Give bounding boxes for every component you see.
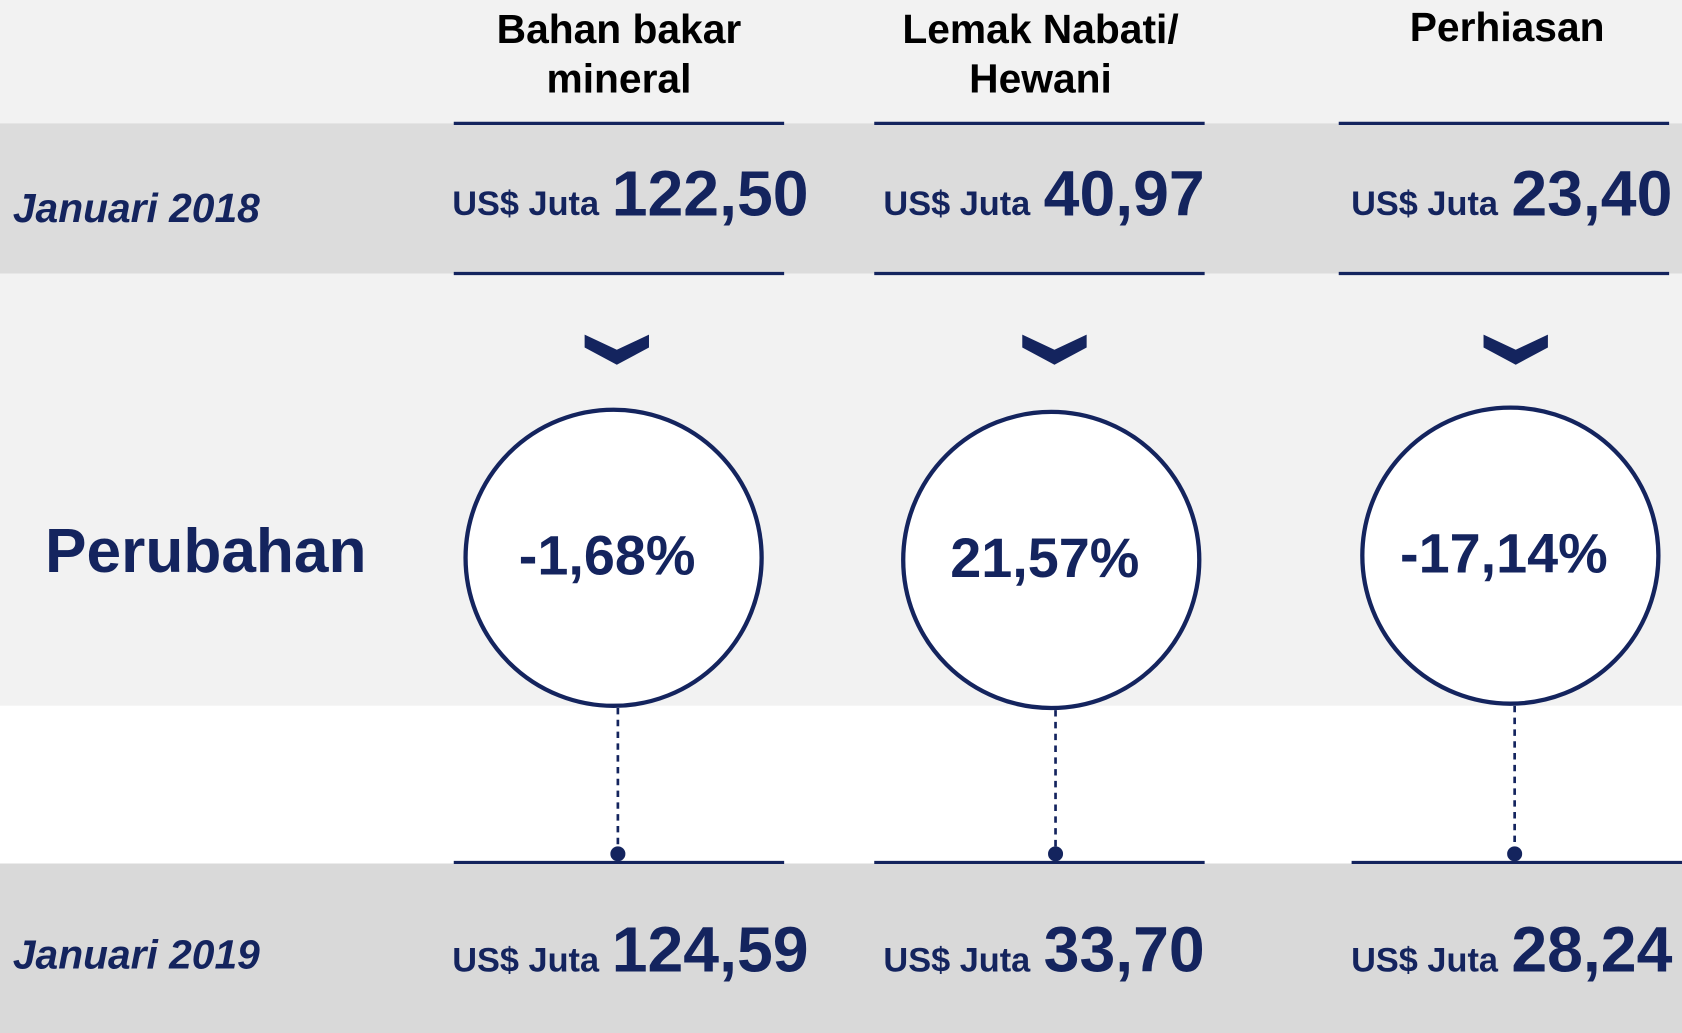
end-value: 124,59 xyxy=(612,914,809,986)
connector-dot xyxy=(610,846,626,862)
row-label: Perubahan xyxy=(45,517,366,586)
column-header: Perhiasan xyxy=(1410,4,1605,50)
row-label: Januari 2019 xyxy=(13,932,260,978)
gap-band xyxy=(0,705,1682,864)
unit: US$ Juta xyxy=(452,941,600,979)
column-header: mineral xyxy=(546,55,691,101)
chevron xyxy=(1022,334,1087,365)
change-circle xyxy=(1360,405,1661,706)
unit: US$ Juta xyxy=(452,185,600,223)
unit: US$ Juta xyxy=(1351,941,1499,979)
column-header: Hewani xyxy=(969,55,1112,101)
column-header: Lemak Nabati/ xyxy=(902,6,1178,52)
start-value: 122,50 xyxy=(612,157,809,229)
chevron xyxy=(584,334,649,365)
change-circle xyxy=(463,407,764,708)
change-value: 21,57% xyxy=(950,527,1139,589)
unit: US$ Juta xyxy=(1351,185,1499,223)
end-value: 28,24 xyxy=(1511,914,1672,986)
start-value: 23,40 xyxy=(1511,157,1672,229)
header-band xyxy=(0,0,1682,124)
change-value: -17,14% xyxy=(1400,523,1608,585)
connector-dot xyxy=(1048,846,1064,862)
end-band xyxy=(0,863,1682,1033)
end-value: 33,70 xyxy=(1044,914,1205,986)
start-band xyxy=(0,123,1682,274)
chevron xyxy=(1483,334,1548,365)
unit: US$ Juta xyxy=(883,185,1031,223)
start-value: 40,97 xyxy=(1044,157,1205,229)
unit: US$ Juta xyxy=(883,941,1031,979)
column-header: Bahan bakar xyxy=(497,6,742,52)
connector-dot xyxy=(1507,846,1523,862)
row-label: Januari 2018 xyxy=(13,185,260,231)
change-value: -1,68% xyxy=(519,525,696,587)
change-circle xyxy=(901,409,1202,711)
